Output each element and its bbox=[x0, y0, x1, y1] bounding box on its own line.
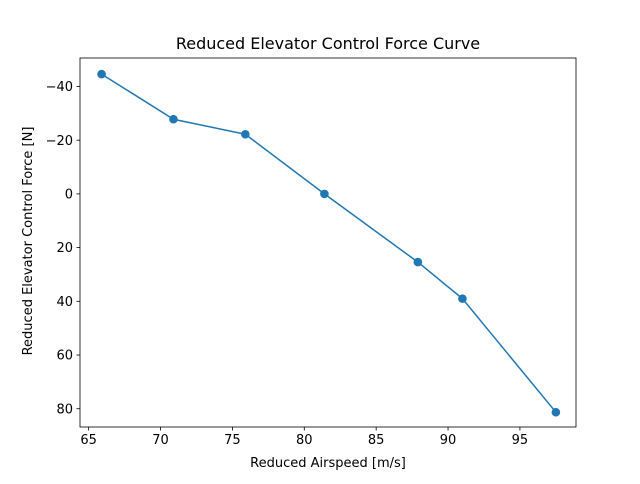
y-tick-label: −40 bbox=[46, 80, 73, 95]
y-tick-label: 0 bbox=[65, 187, 73, 202]
data-point bbox=[413, 257, 423, 267]
axes: 65 70 75 80 85 90 95 −40 −20 0 20 40 60 80 bbox=[46, 57, 577, 448]
x-tick-label: 70 bbox=[152, 433, 169, 448]
x-tick-label: 65 bbox=[80, 433, 97, 448]
y-tick-label: −20 bbox=[46, 134, 73, 149]
chart-title: Reduced Elevator Control Force Curve bbox=[176, 34, 480, 53]
x-axis-label: Reduced Airspeed [m/s] bbox=[250, 456, 406, 471]
data-point bbox=[458, 294, 467, 303]
y-tick-label: 80 bbox=[56, 402, 73, 417]
x-tick-label: 95 bbox=[512, 433, 529, 448]
data-point bbox=[551, 407, 561, 417]
data-point bbox=[241, 129, 250, 139]
y-tick-label: 40 bbox=[56, 295, 73, 310]
data-point bbox=[97, 69, 106, 79]
y-axis-label: Reduced Elevator Control Force [N] bbox=[21, 127, 36, 356]
x-tick-label: 90 bbox=[440, 433, 457, 448]
x-tick-label: 75 bbox=[224, 433, 241, 448]
data-point bbox=[320, 189, 329, 199]
data-point bbox=[169, 114, 178, 124]
y-tick-label: 60 bbox=[56, 349, 73, 364]
x-tick-label: 80 bbox=[296, 433, 313, 448]
y-tick-label: 20 bbox=[56, 241, 73, 256]
axes-frame bbox=[79, 57, 577, 428]
plot-area bbox=[97, 69, 561, 417]
x-tick-label: 85 bbox=[368, 433, 385, 448]
